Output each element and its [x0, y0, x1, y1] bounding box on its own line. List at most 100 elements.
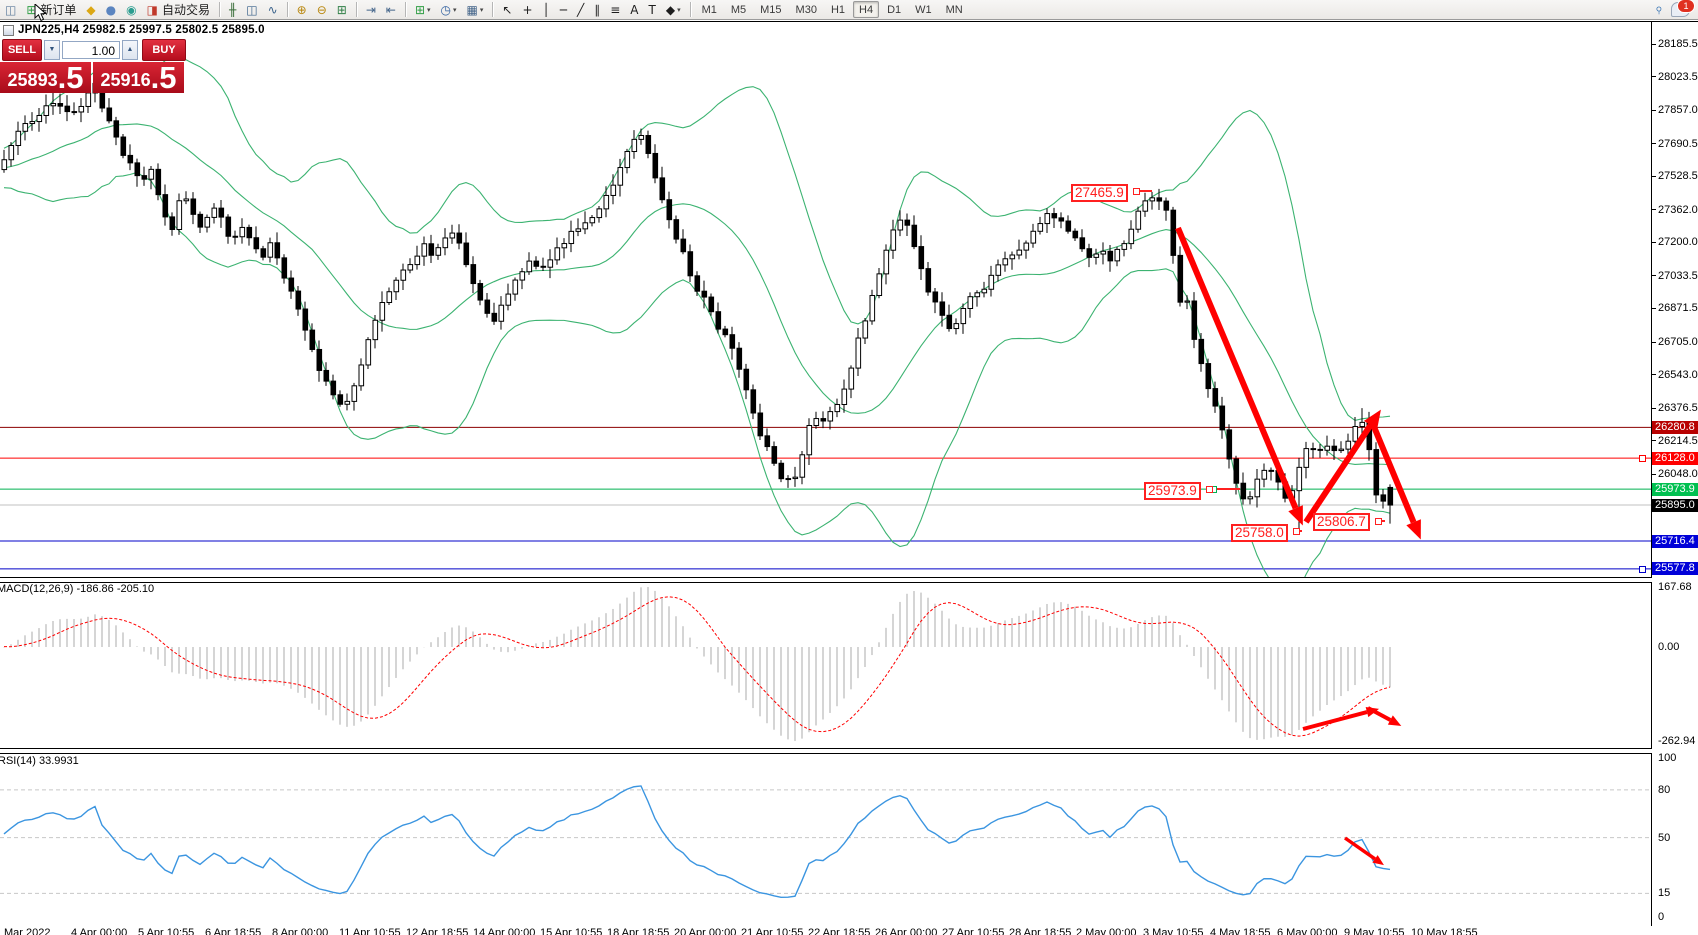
- timeframe-button-mn[interactable]: MN: [945, 3, 963, 16]
- text-icon[interactable]: A: [626, 0, 642, 19]
- signals-icon[interactable]: ◉: [122, 0, 140, 19]
- new-order-button[interactable]: ⊞ 新订单: [22, 0, 80, 19]
- price-callout[interactable]: 25806.7: [1313, 513, 1370, 531]
- price-highlight-label: 25895.0: [1652, 498, 1698, 512]
- timeframe-button-m5[interactable]: M5: [730, 3, 747, 16]
- time-tick-label: 10 May 18:55: [1411, 927, 1478, 935]
- price-highlight-label: 25577.8: [1652, 562, 1698, 576]
- volume-down-stepper[interactable]: ▼: [44, 39, 60, 60]
- templates-icon[interactable]: ▦ ▾: [463, 0, 488, 19]
- annotation-arrow[interactable]: [1302, 706, 1380, 731]
- chart-shift-icon[interactable]: ⇤: [382, 0, 400, 19]
- sell-price-pips: .5: [57, 62, 84, 93]
- indicators-icon: ⊞: [414, 2, 425, 17]
- callout-handle[interactable]: [1375, 518, 1382, 525]
- object-handle[interactable]: [1639, 455, 1646, 463]
- templates-icon: ▦: [466, 2, 478, 17]
- horizontal-line-icon[interactable]: ─: [556, 0, 571, 19]
- buy-button[interactable]: BUY: [142, 38, 186, 61]
- auto-trading-button[interactable]: ◨ 自动交易: [143, 0, 214, 19]
- price-tick-label: 27033.5: [1658, 269, 1698, 282]
- axis-tick: [1652, 143, 1656, 145]
- arrows-icon[interactable]: ◆ ▾: [662, 0, 685, 19]
- callout-handle[interactable]: [1206, 486, 1213, 493]
- time-tick-label: 9 May 10:55: [1344, 927, 1405, 935]
- toolbar-separator: [218, 2, 221, 17]
- equidistant-channel-icon[interactable]: ∥: [590, 0, 604, 19]
- price-highlight-label: 26128.0: [1652, 451, 1698, 465]
- candlestick-icon: ◫: [246, 2, 258, 17]
- buy-price-main: 25916: [100, 70, 151, 90]
- notifications-icon[interactable]: 1: [1671, 0, 1695, 17]
- axis-tick: [1652, 440, 1656, 442]
- annotation-arrow[interactable]: [1175, 226, 1303, 526]
- bar-chart-icon[interactable]: ╫: [225, 0, 240, 19]
- timeframe-button-m15[interactable]: M15: [760, 3, 782, 16]
- text-label-icon[interactable]: T: [644, 0, 659, 19]
- trendline-icon[interactable]: ╱: [573, 0, 588, 19]
- auto-scroll-icon: ⇥: [365, 2, 376, 17]
- clean-charts-icon[interactable]: ◆: [82, 0, 99, 19]
- time-tick-label: 28 Apr 18:55: [1009, 927, 1072, 935]
- indicators-icon[interactable]: ⊞ ▾: [411, 0, 435, 19]
- timeframe-button-w1[interactable]: W1: [915, 3, 932, 16]
- time-tick-label: 18 Apr 18:55: [607, 927, 670, 935]
- price-tick-label: 27362.0: [1658, 203, 1698, 216]
- axis-tick: [1652, 374, 1656, 376]
- price-callout[interactable]: 27465.9: [1071, 184, 1128, 202]
- zoom-in-icon[interactable]: ⊕: [293, 0, 311, 19]
- axis-tick: [1652, 43, 1656, 45]
- auto-scroll-icon[interactable]: ⇥: [362, 0, 380, 19]
- price-callout[interactable]: 25973.9: [1144, 482, 1201, 500]
- toolbar-separator: [492, 2, 495, 17]
- line-chart-icon: ∿: [267, 2, 278, 17]
- time-tick-label: Mar 2022: [4, 927, 51, 935]
- toolbar-separator: [404, 2, 407, 17]
- annotation-arrow[interactable]: [1369, 420, 1421, 540]
- volume-input[interactable]: 1.00: [62, 40, 120, 59]
- annotation-arrow[interactable]: [1303, 409, 1381, 524]
- sell-button[interactable]: SELL: [2, 38, 42, 61]
- price-tick-label: 26376.5: [1658, 402, 1698, 415]
- annotation-arrow[interactable]: [1367, 706, 1402, 726]
- annotation-arrow[interactable]: [1343, 836, 1384, 866]
- buy-price[interactable]: 25916.5: [93, 62, 184, 93]
- periods-icon[interactable]: ◷ ▾: [437, 0, 461, 19]
- timeframe-button-h1[interactable]: H1: [830, 3, 846, 16]
- tile-windows-icon[interactable]: ⊞: [333, 0, 351, 19]
- vertical-line-icon[interactable]: │: [539, 0, 554, 19]
- axis-tick: [1652, 175, 1656, 177]
- timeframe-button-m1[interactable]: M1: [701, 3, 717, 16]
- chart-window-icon[interactable]: ◫: [1, 0, 20, 19]
- object-handle[interactable]: [1639, 565, 1646, 573]
- macd-pane[interactable]: [0, 581, 1651, 748]
- crosshair-icon[interactable]: +: [518, 0, 536, 19]
- callout-anchor-line: [1135, 190, 1152, 192]
- zoom-out-icon[interactable]: ⊖: [313, 0, 331, 19]
- pane-divider-2[interactable]: [0, 748, 1698, 754]
- profile-icon[interactable]: ●: [102, 0, 120, 19]
- timeframe-button-d1[interactable]: D1: [887, 3, 902, 16]
- volume-up-stepper[interactable]: ▲: [122, 39, 138, 60]
- axis-tick: [1652, 241, 1656, 243]
- callout-handle[interactable]: [1133, 188, 1140, 195]
- axis-tick: [1652, 109, 1656, 111]
- price-callout[interactable]: 25758.0: [1231, 524, 1288, 542]
- pane-divider-1[interactable]: [0, 577, 1698, 583]
- rsi-pane[interactable]: [0, 752, 1651, 926]
- time-axis: Mar 2022 4 Apr 00:00 5 Apr 10:55 6 Apr 18:5…: [0, 927, 1698, 935]
- timeframe-button-h4[interactable]: H4: [853, 1, 880, 18]
- fibonacci-icon[interactable]: ≡: [606, 0, 624, 19]
- dropdown-arrow-icon: ▾: [479, 5, 484, 14]
- main-chart-pane[interactable]: [0, 22, 1651, 577]
- candlestick-icon[interactable]: ◫: [242, 0, 261, 19]
- cursor-icon[interactable]: ↖: [498, 0, 516, 19]
- search-icon[interactable]: ⌕: [1650, 0, 1668, 18]
- toolbar-separator: [355, 2, 358, 17]
- sell-price[interactable]: 25893.5: [0, 62, 91, 93]
- symbol-ohlc-text: JPN225,H4 25982.5 25997.5 25802.5 25895.…: [18, 24, 265, 36]
- callout-handle[interactable]: [1293, 528, 1300, 535]
- time-tick-label: 11 Apr 10:55: [339, 927, 401, 935]
- line-chart-icon[interactable]: ∿: [264, 0, 282, 19]
- timeframe-button-m30[interactable]: M30: [795, 3, 817, 16]
